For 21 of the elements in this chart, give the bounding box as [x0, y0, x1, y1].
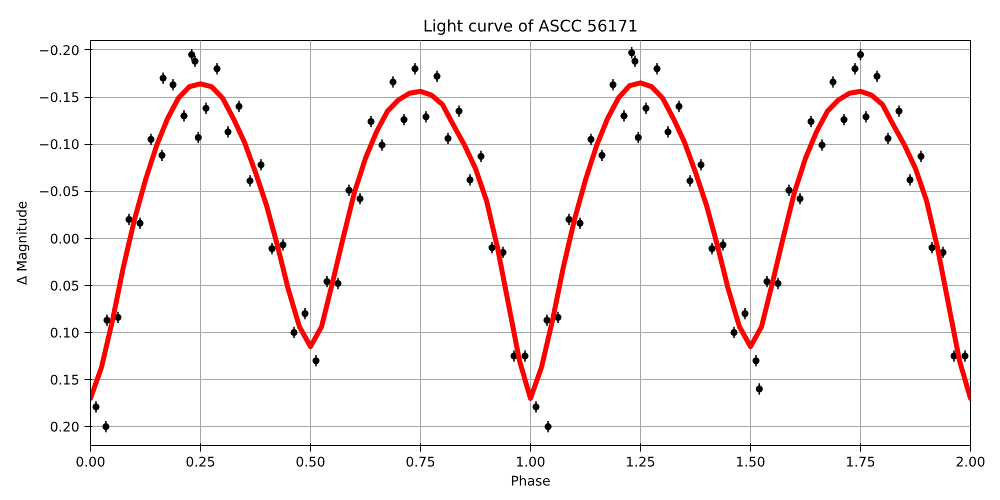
- x-tick-label: 0.25: [186, 456, 216, 470]
- x-tick-label: 1.00: [516, 456, 546, 470]
- y-axis-title: Δ Magnitude: [16, 201, 31, 285]
- y-tick-label: −0.05: [38, 185, 80, 200]
- x-tick-label: 1.75: [846, 456, 876, 470]
- y-tick-label: 0.00: [50, 232, 80, 248]
- x-tick-label: 0.00: [76, 456, 106, 470]
- x-tick-label: 0.75: [406, 456, 436, 470]
- x-tick-label: 1.50: [736, 456, 766, 470]
- y-tick-label: −0.15: [38, 91, 80, 106]
- y-tick-label: −0.20: [38, 44, 80, 59]
- x-tick-label: 1.25: [626, 456, 656, 470]
- y-tick-label: 0.20: [50, 420, 80, 436]
- x-tick-label: 2.00: [956, 456, 986, 470]
- y-tick-label: 0.10: [50, 326, 80, 342]
- y-tick-label: 0.05: [50, 279, 80, 294]
- y-tick-label: 0.15: [50, 374, 80, 389]
- x-tick-label: 0.50: [296, 456, 326, 470]
- chart-title: Light curve of ASCC 56171: [423, 16, 638, 36]
- y-tick-label: −0.10: [38, 138, 80, 154]
- x-axis-title: Phase: [510, 474, 550, 490]
